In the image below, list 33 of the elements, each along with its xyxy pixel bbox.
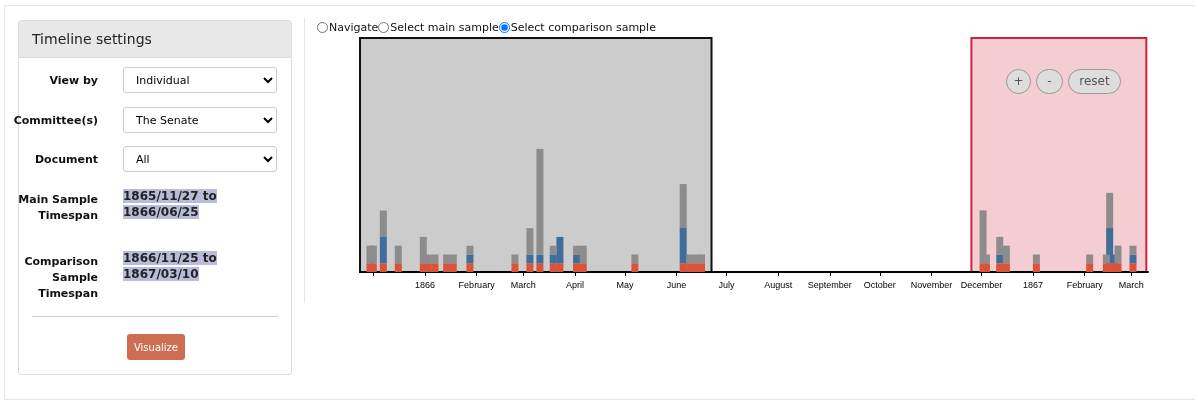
text: reset <box>1068 69 1121 94</box>
text: 1865/11/27 to 1866/06/25 <box>123 189 217 219</box>
text: - <box>1036 69 1063 94</box>
text: Select comparison sample <box>509 21 656 34</box>
text: The Senate <box>123 107 277 133</box>
x-tick-label: March <box>510 279 536 290</box>
text: 1866/11/25 to 1867/03/10 <box>123 251 217 281</box>
text: Select main sample <box>389 21 499 34</box>
x-tick-label: April <box>565 279 584 290</box>
text: Document <box>33 153 98 166</box>
text: Committee(s) <box>12 114 98 127</box>
x-tick-label: 1866 <box>414 279 435 290</box>
x-tick-label: October <box>863 279 896 290</box>
x-tick-label: August <box>764 279 793 290</box>
x-tick-label: 1867 <box>1023 279 1044 290</box>
x-tick-label: November <box>910 279 953 290</box>
text: Visualize <box>127 334 185 360</box>
text: View by <box>48 74 98 87</box>
x-tick-label: February <box>458 279 496 290</box>
text: + <box>1006 69 1031 94</box>
x-tick-label: February <box>1066 279 1104 290</box>
x-tick-label: September <box>807 279 852 290</box>
text: Comparison Sample Timespan <box>23 254 98 302</box>
x-tick-label: December <box>960 279 1003 290</box>
text: Individual <box>123 67 277 93</box>
text: All <box>123 146 277 172</box>
x-tick-label: June <box>666 279 687 290</box>
x-tick-label: March <box>1118 279 1144 290</box>
text: Main Sample Timespan <box>18 192 98 224</box>
text: Navigate <box>328 21 379 34</box>
x-tick-label: July <box>718 279 736 290</box>
text: Timeline settings <box>19 21 291 58</box>
x-tick-label: May <box>616 279 634 290</box>
